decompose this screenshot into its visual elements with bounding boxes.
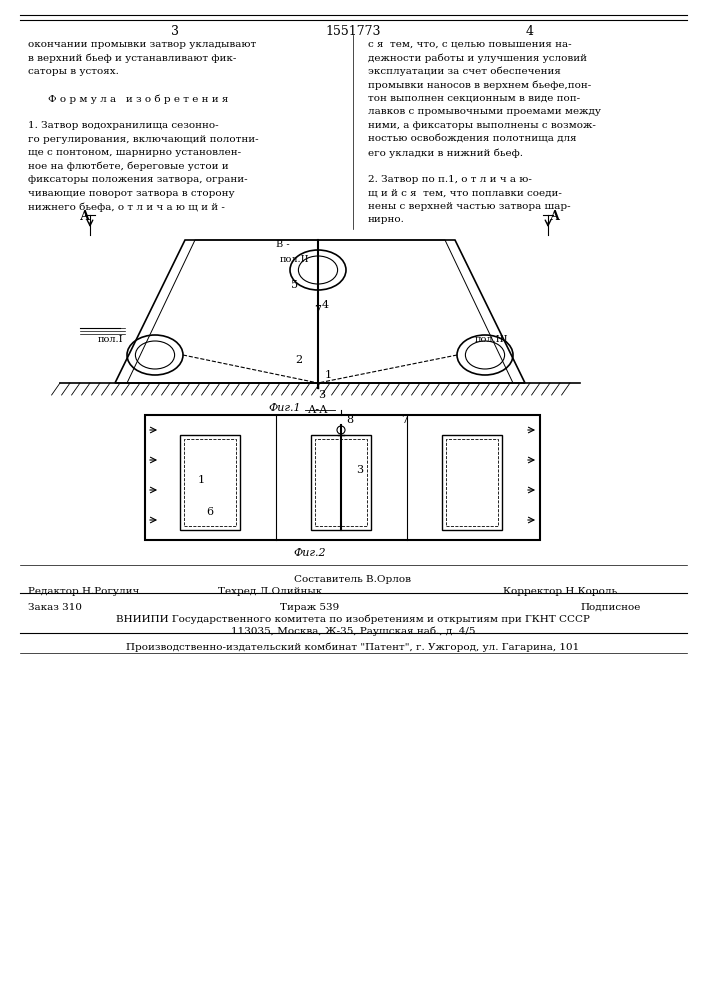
Text: 1: 1 xyxy=(198,475,205,485)
Text: нирно.: нирно. xyxy=(368,216,405,225)
Text: Редактор Н.Рогулич: Редактор Н.Рогулич xyxy=(28,587,139,596)
Text: пол.II: пол.II xyxy=(280,255,310,264)
Text: 3: 3 xyxy=(356,465,363,475)
Bar xyxy=(180,434,240,530)
Text: 8: 8 xyxy=(346,415,353,425)
Text: в верхний бьеф и устанавливают фик-: в верхний бьеф и устанавливают фик- xyxy=(28,53,236,63)
Text: 7: 7 xyxy=(315,305,322,315)
Text: дежности работы и улучшения условий: дежности работы и улучшения условий xyxy=(368,53,587,63)
Text: А: А xyxy=(550,210,560,223)
Text: нены с верхней частью затвора шар-: нены с верхней частью затвора шар- xyxy=(368,202,571,211)
Text: ними, а фиксаторы выполнены с возмож-: ними, а фиксаторы выполнены с возмож- xyxy=(368,121,596,130)
Bar xyxy=(145,415,540,540)
Text: пол.III: пол.III xyxy=(475,335,508,344)
Text: Ф о р м у л а   и з о б р е т е н и я: Ф о р м у л а и з о б р е т е н и я xyxy=(48,94,228,104)
Text: ще с понтоном, шарнирно установлен-: ще с понтоном, шарнирно установлен- xyxy=(28,148,241,157)
Text: Техред Л.Олийнык: Техред Л.Олийнык xyxy=(218,587,322,596)
Text: нижнего бьефа, о т л и ч а ю щ и й -: нижнего бьефа, о т л и ч а ю щ и й - xyxy=(28,202,225,212)
Text: 1. Затвор водохранилища сезонно-: 1. Затвор водохранилища сезонно- xyxy=(28,121,218,130)
Text: окончании промывки затвор укладывают: окончании промывки затвор укладывают xyxy=(28,40,256,49)
Text: эксплуатации за счет обеспечения: эксплуатации за счет обеспечения xyxy=(368,67,561,77)
Text: 7: 7 xyxy=(401,415,408,425)
Text: Подписное: Подписное xyxy=(580,603,641,612)
Text: 6: 6 xyxy=(206,507,214,517)
Text: 5: 5 xyxy=(291,280,298,290)
Text: 3: 3 xyxy=(171,25,179,38)
Text: 1551773: 1551773 xyxy=(325,25,381,38)
Text: Составитель В.Орлов: Составитель В.Орлов xyxy=(295,575,411,584)
Bar xyxy=(184,438,236,526)
Text: Заказ 310: Заказ 310 xyxy=(28,603,82,612)
Text: тон выполнен секционным в виде поп-: тон выполнен секционным в виде поп- xyxy=(368,94,580,103)
Text: промывки наносов в верхнем бьефе,пон-: промывки наносов в верхнем бьефе,пон- xyxy=(368,81,591,90)
Text: 4: 4 xyxy=(526,25,534,38)
Text: 3: 3 xyxy=(318,390,325,400)
Bar xyxy=(446,438,498,526)
Text: ВНИИПИ Государственного комитета по изобретениям и открытиям при ГКНТ СССР: ВНИИПИ Государственного комитета по изоб… xyxy=(116,615,590,624)
Text: Фиг.1: Фиг.1 xyxy=(269,403,301,413)
Text: Фиг.2: Фиг.2 xyxy=(293,548,327,558)
Text: А-А: А-А xyxy=(308,405,328,415)
Text: пол.I: пол.I xyxy=(97,335,123,344)
Text: щ и й с я  тем, что поплавки соеди-: щ и й с я тем, что поплавки соеди- xyxy=(368,188,562,198)
Text: 2: 2 xyxy=(295,355,302,365)
Text: ностью освобождения полотнища для: ностью освобождения полотнища для xyxy=(368,134,577,143)
Text: саторы в устоях.: саторы в устоях. xyxy=(28,67,119,76)
Text: А: А xyxy=(80,210,90,223)
Text: Тираж 539: Тираж 539 xyxy=(281,603,339,612)
Text: В -: В - xyxy=(276,240,290,249)
Text: 113035, Москва, Ж-35, Раушская наб., д. 4/5: 113035, Москва, Ж-35, Раушская наб., д. … xyxy=(230,627,475,637)
Bar xyxy=(311,434,371,530)
Text: 4: 4 xyxy=(322,300,329,310)
Bar xyxy=(315,438,367,526)
Text: Корректор Н.Король: Корректор Н.Король xyxy=(503,587,617,596)
Text: Производственно-издательский комбинат "Патент", г. Ужгород, ул. Гагарина, 101: Производственно-издательский комбинат "П… xyxy=(127,643,580,652)
Text: ное на флютбете, береговые устои и: ное на флютбете, береговые устои и xyxy=(28,161,228,171)
Text: лавков с промывочными проемами между: лавков с промывочными проемами между xyxy=(368,107,601,116)
Text: чивающие поворот затвора в сторону: чивающие поворот затвора в сторону xyxy=(28,188,235,198)
Text: фиксаторы положения затвора, ограни-: фиксаторы положения затвора, ограни- xyxy=(28,175,247,184)
Bar xyxy=(442,434,502,530)
Text: 2. Затвор по п.1, о т л и ч а ю-: 2. Затвор по п.1, о т л и ч а ю- xyxy=(368,175,532,184)
Text: с я  тем, что, с целью повышения на-: с я тем, что, с целью повышения на- xyxy=(368,40,572,49)
Text: го регулирования, включающий полотни-: го регулирования, включающий полотни- xyxy=(28,134,259,143)
Text: 1: 1 xyxy=(325,370,332,380)
Text: его укладки в нижний бьеф.: его укладки в нижний бьеф. xyxy=(368,148,523,157)
